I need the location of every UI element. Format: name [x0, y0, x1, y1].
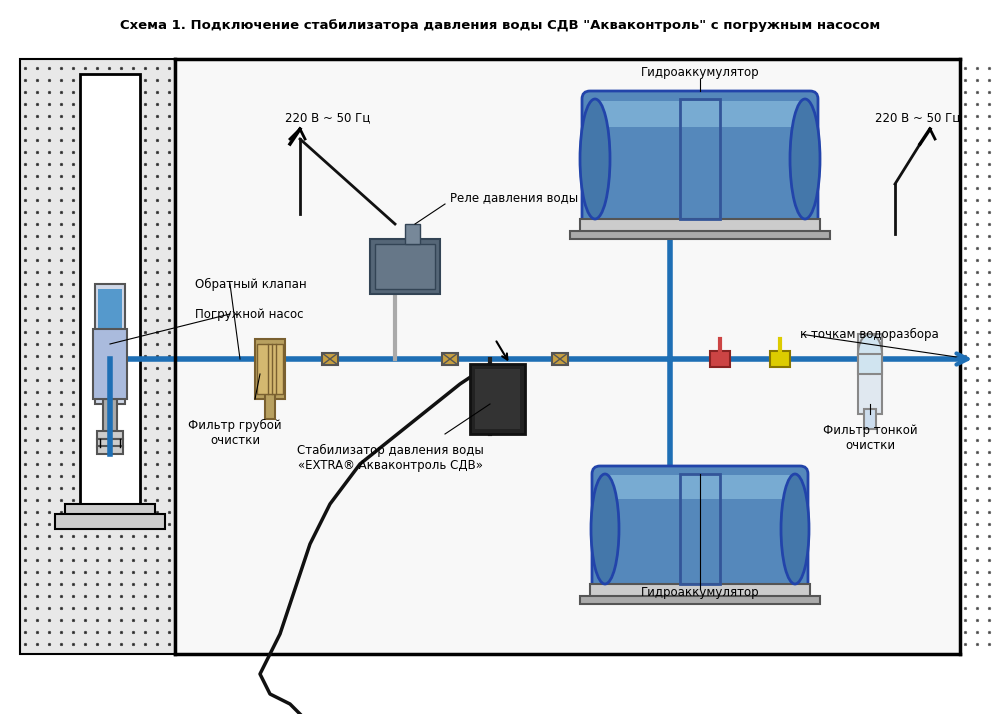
Bar — [405, 224, 420, 244]
Bar — [97, 431, 123, 439]
Bar — [80, 74, 140, 514]
Text: Фильтр грубой
очистки: Фильтр грубой очистки — [188, 419, 282, 447]
Ellipse shape — [591, 474, 619, 584]
Bar — [95, 284, 125, 404]
Ellipse shape — [580, 99, 610, 219]
Bar — [770, 351, 790, 367]
Text: Реле давления воды: Реле давления воды — [450, 191, 578, 204]
Bar — [580, 219, 820, 234]
Text: к точкам водоразбора: к точкам водоразбора — [800, 328, 939, 341]
Bar — [680, 474, 720, 584]
Bar — [322, 353, 338, 365]
Ellipse shape — [781, 474, 809, 584]
Text: Схема 1. Подключение стабилизатора давления воды СДВ "Акваконтроль" с погружным : Схема 1. Подключение стабилизатора давле… — [120, 19, 880, 32]
FancyBboxPatch shape — [607, 475, 793, 499]
Bar — [858, 354, 882, 374]
Ellipse shape — [790, 99, 820, 219]
Bar — [98, 289, 122, 399]
Bar — [858, 334, 882, 414]
Bar — [265, 394, 275, 419]
Text: Обратный клапан: Обратный клапан — [195, 278, 307, 291]
Bar — [175, 59, 960, 654]
Bar — [93, 329, 127, 399]
Text: Гидроаккумулятор: Гидроаккумулятор — [641, 586, 759, 599]
Bar — [570, 231, 830, 239]
FancyBboxPatch shape — [592, 466, 808, 592]
Bar — [375, 244, 435, 289]
Text: Гидроаккумулятор: Гидроаккумулятор — [641, 66, 759, 79]
Bar — [710, 351, 730, 367]
Bar — [255, 339, 285, 399]
Bar — [20, 59, 175, 654]
Bar — [97, 439, 123, 447]
Text: Фильтр тонкой
очистки: Фильтр тонкой очистки — [823, 424, 917, 452]
Bar — [864, 409, 876, 429]
FancyBboxPatch shape — [597, 101, 803, 127]
Text: 220 В ~ 50 Гц: 220 В ~ 50 Гц — [285, 111, 370, 124]
Bar — [475, 369, 520, 429]
Bar — [590, 584, 810, 599]
Bar — [65, 504, 155, 519]
Bar — [442, 353, 458, 365]
Bar — [552, 353, 568, 365]
Bar — [370, 239, 440, 294]
Bar — [97, 446, 123, 454]
Text: 220 В ~ 50 Гц: 220 В ~ 50 Гц — [875, 111, 960, 124]
Text: Стабилизатор давления воды
«EXTRA® Акваконтроль СДВ»: Стабилизатор давления воды «EXTRA® Аквак… — [297, 444, 483, 472]
Bar — [580, 596, 820, 604]
Bar — [103, 399, 117, 434]
Ellipse shape — [858, 334, 882, 374]
Bar — [257, 344, 283, 394]
FancyBboxPatch shape — [582, 91, 818, 227]
Bar — [470, 364, 525, 434]
Text: Погружной насос: Погружной насос — [195, 308, 304, 321]
Bar — [55, 514, 165, 529]
Bar — [680, 99, 720, 219]
